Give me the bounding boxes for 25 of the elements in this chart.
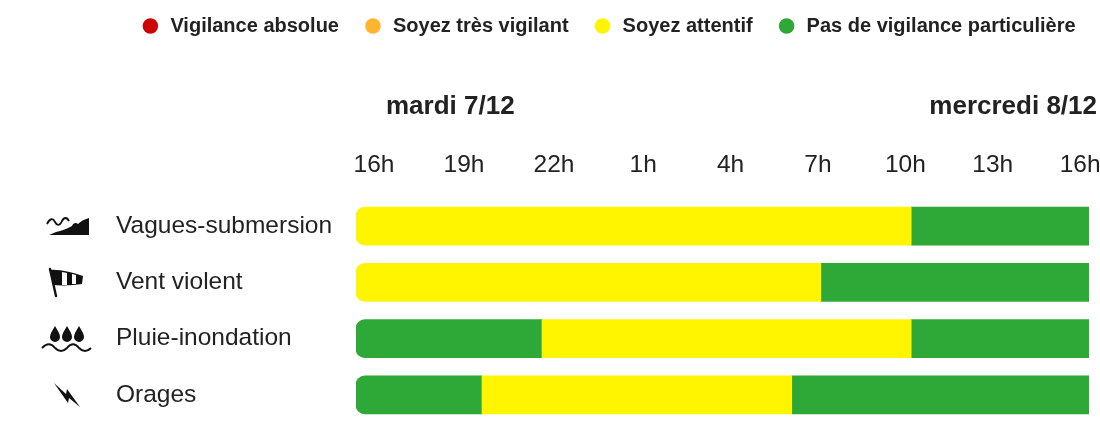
y-tick-label: Orages	[116, 379, 197, 407]
chart-title: mardi 7/12	[386, 90, 515, 121]
chart-title: mercredi 8/12	[929, 90, 1097, 121]
x-tick-label: 10h	[884, 150, 926, 178]
bar	[356, 375, 483, 415]
y-tick-label: Vagues-submersion	[116, 210, 333, 238]
x-tick-label: 19h	[443, 150, 485, 178]
bar	[791, 375, 1089, 415]
x-tick-label: 4h	[716, 150, 745, 178]
y-tick-label: Pluie-inondation	[116, 323, 292, 351]
x-tick-label: 16h	[353, 150, 395, 178]
x-tick-label: 7h	[804, 150, 832, 178]
legend-label: Soyez très vigilant	[392, 13, 569, 36]
legend-label: Soyez attentif	[622, 13, 753, 36]
x-tick-label: 16h	[1059, 150, 1100, 178]
legend-label: Pas de vigilance particulière	[806, 13, 1076, 36]
bar	[910, 319, 1089, 358]
bar	[910, 206, 1089, 246]
x-tick-label: 22h	[533, 150, 575, 178]
legend-label: Vigilance absolue	[170, 13, 339, 36]
bar	[356, 319, 543, 358]
bar	[820, 263, 1089, 302]
x-tick-label: 1h	[629, 150, 657, 178]
y-tick-label: Vent violent	[116, 267, 243, 295]
x-tick-label: 13h	[972, 150, 1014, 178]
